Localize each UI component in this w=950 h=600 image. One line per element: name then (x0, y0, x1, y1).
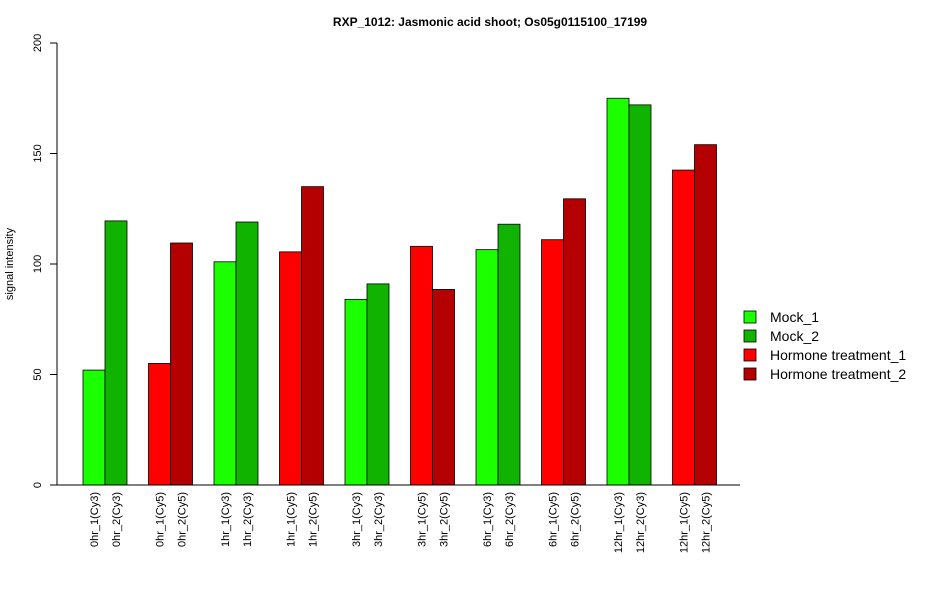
y-tick-label: 0 (32, 482, 44, 488)
bar (563, 198, 586, 486)
legend-label: Mock_2 (770, 328, 819, 344)
bar (541, 239, 564, 486)
bar (606, 97, 630, 486)
legend-label: Mock_1 (770, 309, 819, 325)
x-tick-label: 3hr_1(Cy5) (417, 492, 429, 547)
legend-swatch (743, 310, 757, 324)
legend-label: Hormone treatment_1 (770, 347, 906, 363)
legend-swatch (743, 367, 757, 381)
bar (694, 144, 717, 486)
bar (672, 169, 695, 486)
bar (410, 245, 433, 486)
x-tick-label: 1hr_2(Cy3) (242, 492, 254, 547)
x-tick-label: 1hr_1(Cy3) (220, 492, 232, 547)
bar (235, 221, 259, 486)
y-tick-label: 150 (32, 144, 44, 162)
x-tick-label: 3hr_1(Cy3) (351, 492, 363, 547)
x-tick-label: 1hr_2(Cy5) (308, 492, 320, 547)
chart-title: RXP_1012: Jasmonic acid shoot; Os05g0115… (333, 15, 648, 29)
bar (82, 369, 106, 486)
x-tick-label: 0hr_2(Cy5) (177, 492, 189, 547)
y-tick-label: 50 (32, 368, 44, 380)
legend-label: Hormone treatment_2 (770, 366, 906, 382)
x-tick-label: 12hr_1(Cy5) (679, 492, 691, 553)
y-axis-label: signal intensity (4, 227, 16, 300)
bar (366, 283, 390, 486)
x-tick-label: 3hr_2(Cy3) (373, 492, 385, 547)
y-tick-label: 200 (32, 34, 44, 52)
x-tick-label: 6hr_1(Cy3) (482, 492, 494, 547)
bar (475, 249, 499, 486)
bar (432, 289, 455, 486)
bar (213, 261, 237, 486)
bars (82, 97, 717, 486)
y-axis: 0 50 100 150 200 (32, 34, 58, 488)
x-tick-label: 12hr_2(Cy5) (701, 492, 713, 553)
bar (497, 223, 521, 486)
bar (344, 298, 368, 486)
x-tick-label: 0hr_1(Cy5) (155, 492, 167, 547)
bar (301, 186, 324, 486)
bar (104, 220, 128, 486)
x-tick-label: 3hr_2(Cy5) (439, 492, 451, 547)
bar (148, 363, 171, 486)
x-tick-labels: 0hr_1(Cy3) 0hr_2(Cy3) 0hr_1(Cy5) 0hr_2(Cy5)… (89, 492, 713, 553)
bar (628, 104, 652, 486)
bar (170, 242, 193, 486)
legend-swatch (743, 329, 757, 343)
legend: Mock_1 Mock_2 Hormone treatment_1 Hormone t… (743, 309, 906, 382)
legend-swatch (743, 348, 757, 362)
x-tick-label: 1hr_1(Cy5) (286, 492, 298, 547)
x-tick-label: 6hr_1(Cy5) (548, 492, 560, 547)
x-tick-label: 0hr_2(Cy3) (111, 492, 123, 547)
x-tick-label: 12hr_2(Cy3) (635, 492, 647, 553)
bar (279, 251, 302, 486)
x-tick-label: 6hr_2(Cy3) (504, 492, 516, 547)
y-tick-label: 100 (32, 255, 44, 273)
x-tick-label: 6hr_2(Cy5) (570, 492, 582, 547)
x-tick-label: 12hr_1(Cy3) (613, 492, 625, 553)
x-tick-label: 0hr_1(Cy3) (89, 492, 101, 547)
